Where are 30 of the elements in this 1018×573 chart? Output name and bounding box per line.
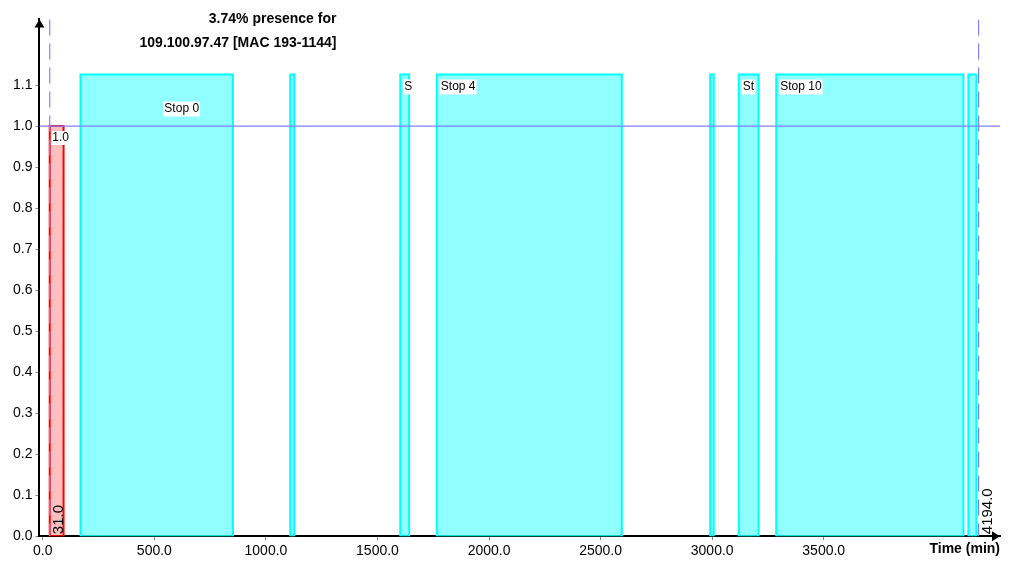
y-tick-label: 0.7	[12, 239, 33, 256]
y-tick-label: 1.0	[12, 116, 33, 133]
y-tick-label: 0.8	[12, 198, 33, 215]
x-tick-label: 1000.0	[244, 542, 288, 559]
band-label: Stop 4	[440, 78, 476, 93]
data-label: 1.0	[52, 130, 70, 145]
ref-line-label: 31.0	[49, 505, 67, 535]
y-tick-label: 0.3	[12, 404, 33, 421]
x-tick-label: 500.0	[136, 542, 173, 559]
y-tick-label: 0.4	[12, 363, 33, 379]
x-tick-label: 2500.0	[579, 542, 623, 559]
x-tick-label: 3000.0	[690, 542, 734, 559]
y-tick-label: 0.6	[12, 280, 33, 297]
x-tick-label: 3500.0	[802, 542, 846, 559]
y-tick-label: 1.1	[12, 75, 33, 92]
y-tick-label: 0.2	[12, 445, 33, 462]
y-tick-label: 0.1	[12, 486, 33, 503]
band-label: St	[742, 78, 755, 93]
band-label: S	[404, 78, 413, 93]
y-tick-label: 0.5	[12, 321, 33, 338]
y-tick-label: 0.0	[12, 527, 33, 544]
x-axis-title: Time (min)	[929, 540, 1000, 557]
band-label: Stop 0	[164, 100, 200, 115]
y-tick-label: 0.9	[12, 157, 33, 174]
ref-line-label: 4194.0	[978, 488, 996, 535]
chart-title: 3.74% presence for 109.100.97.47 [MAC 193-1144]	[139, 9, 338, 50]
band-label: Stop 10	[780, 78, 822, 93]
x-tick-label: 0.0	[33, 542, 53, 559]
x-tick-label: 2000.0	[467, 542, 511, 559]
x-tick-label: 1500.0	[356, 542, 400, 559]
